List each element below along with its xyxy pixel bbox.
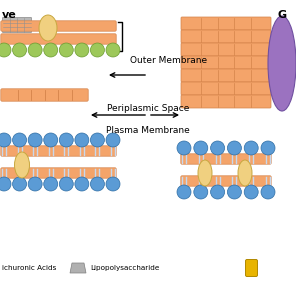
FancyBboxPatch shape [1, 34, 116, 44]
Ellipse shape [238, 160, 252, 186]
Circle shape [44, 43, 58, 57]
Circle shape [91, 133, 104, 147]
Circle shape [177, 185, 191, 199]
Circle shape [0, 133, 11, 147]
FancyBboxPatch shape [181, 43, 271, 56]
Circle shape [106, 177, 120, 191]
Circle shape [244, 185, 258, 199]
FancyBboxPatch shape [181, 56, 271, 69]
Circle shape [244, 141, 258, 155]
Circle shape [177, 141, 191, 155]
Ellipse shape [15, 152, 30, 178]
Text: Plasma Membrane: Plasma Membrane [106, 126, 190, 134]
Circle shape [106, 133, 120, 147]
FancyBboxPatch shape [181, 176, 271, 186]
FancyBboxPatch shape [181, 69, 271, 82]
Circle shape [0, 177, 11, 191]
FancyBboxPatch shape [181, 30, 271, 43]
Circle shape [91, 43, 104, 57]
FancyBboxPatch shape [181, 154, 271, 164]
Circle shape [28, 133, 42, 147]
Polygon shape [70, 263, 86, 273]
FancyBboxPatch shape [181, 17, 271, 30]
Ellipse shape [268, 16, 296, 111]
Circle shape [194, 185, 208, 199]
Text: Outer Membrane: Outer Membrane [130, 56, 207, 65]
Circle shape [12, 133, 27, 147]
Circle shape [12, 177, 27, 191]
Circle shape [28, 177, 42, 191]
Circle shape [59, 177, 73, 191]
FancyBboxPatch shape [1, 89, 88, 101]
Circle shape [210, 185, 225, 199]
Circle shape [210, 141, 225, 155]
Text: Lipopolysaccharide: Lipopolysaccharide [90, 265, 159, 271]
Circle shape [0, 43, 11, 57]
Ellipse shape [198, 160, 212, 186]
FancyBboxPatch shape [1, 168, 116, 178]
Circle shape [261, 141, 275, 155]
Circle shape [261, 185, 275, 199]
FancyBboxPatch shape [181, 95, 271, 108]
Circle shape [12, 43, 27, 57]
FancyBboxPatch shape [2, 17, 31, 33]
FancyBboxPatch shape [181, 82, 271, 95]
Circle shape [194, 141, 208, 155]
Text: Periplasmic Space: Periplasmic Space [107, 104, 189, 112]
Circle shape [75, 133, 89, 147]
Circle shape [227, 185, 242, 199]
Circle shape [44, 177, 58, 191]
Circle shape [59, 133, 73, 147]
FancyBboxPatch shape [1, 21, 116, 31]
Circle shape [59, 43, 73, 57]
Ellipse shape [39, 15, 57, 41]
Text: ve: ve [2, 10, 17, 20]
Circle shape [75, 43, 89, 57]
FancyBboxPatch shape [1, 146, 116, 156]
Circle shape [91, 177, 104, 191]
Circle shape [106, 43, 120, 57]
FancyBboxPatch shape [245, 260, 258, 276]
Text: G: G [278, 10, 287, 20]
Text: ichuronic Acids: ichuronic Acids [2, 265, 56, 271]
Circle shape [44, 133, 58, 147]
Circle shape [75, 177, 89, 191]
Circle shape [227, 141, 242, 155]
Circle shape [28, 43, 42, 57]
